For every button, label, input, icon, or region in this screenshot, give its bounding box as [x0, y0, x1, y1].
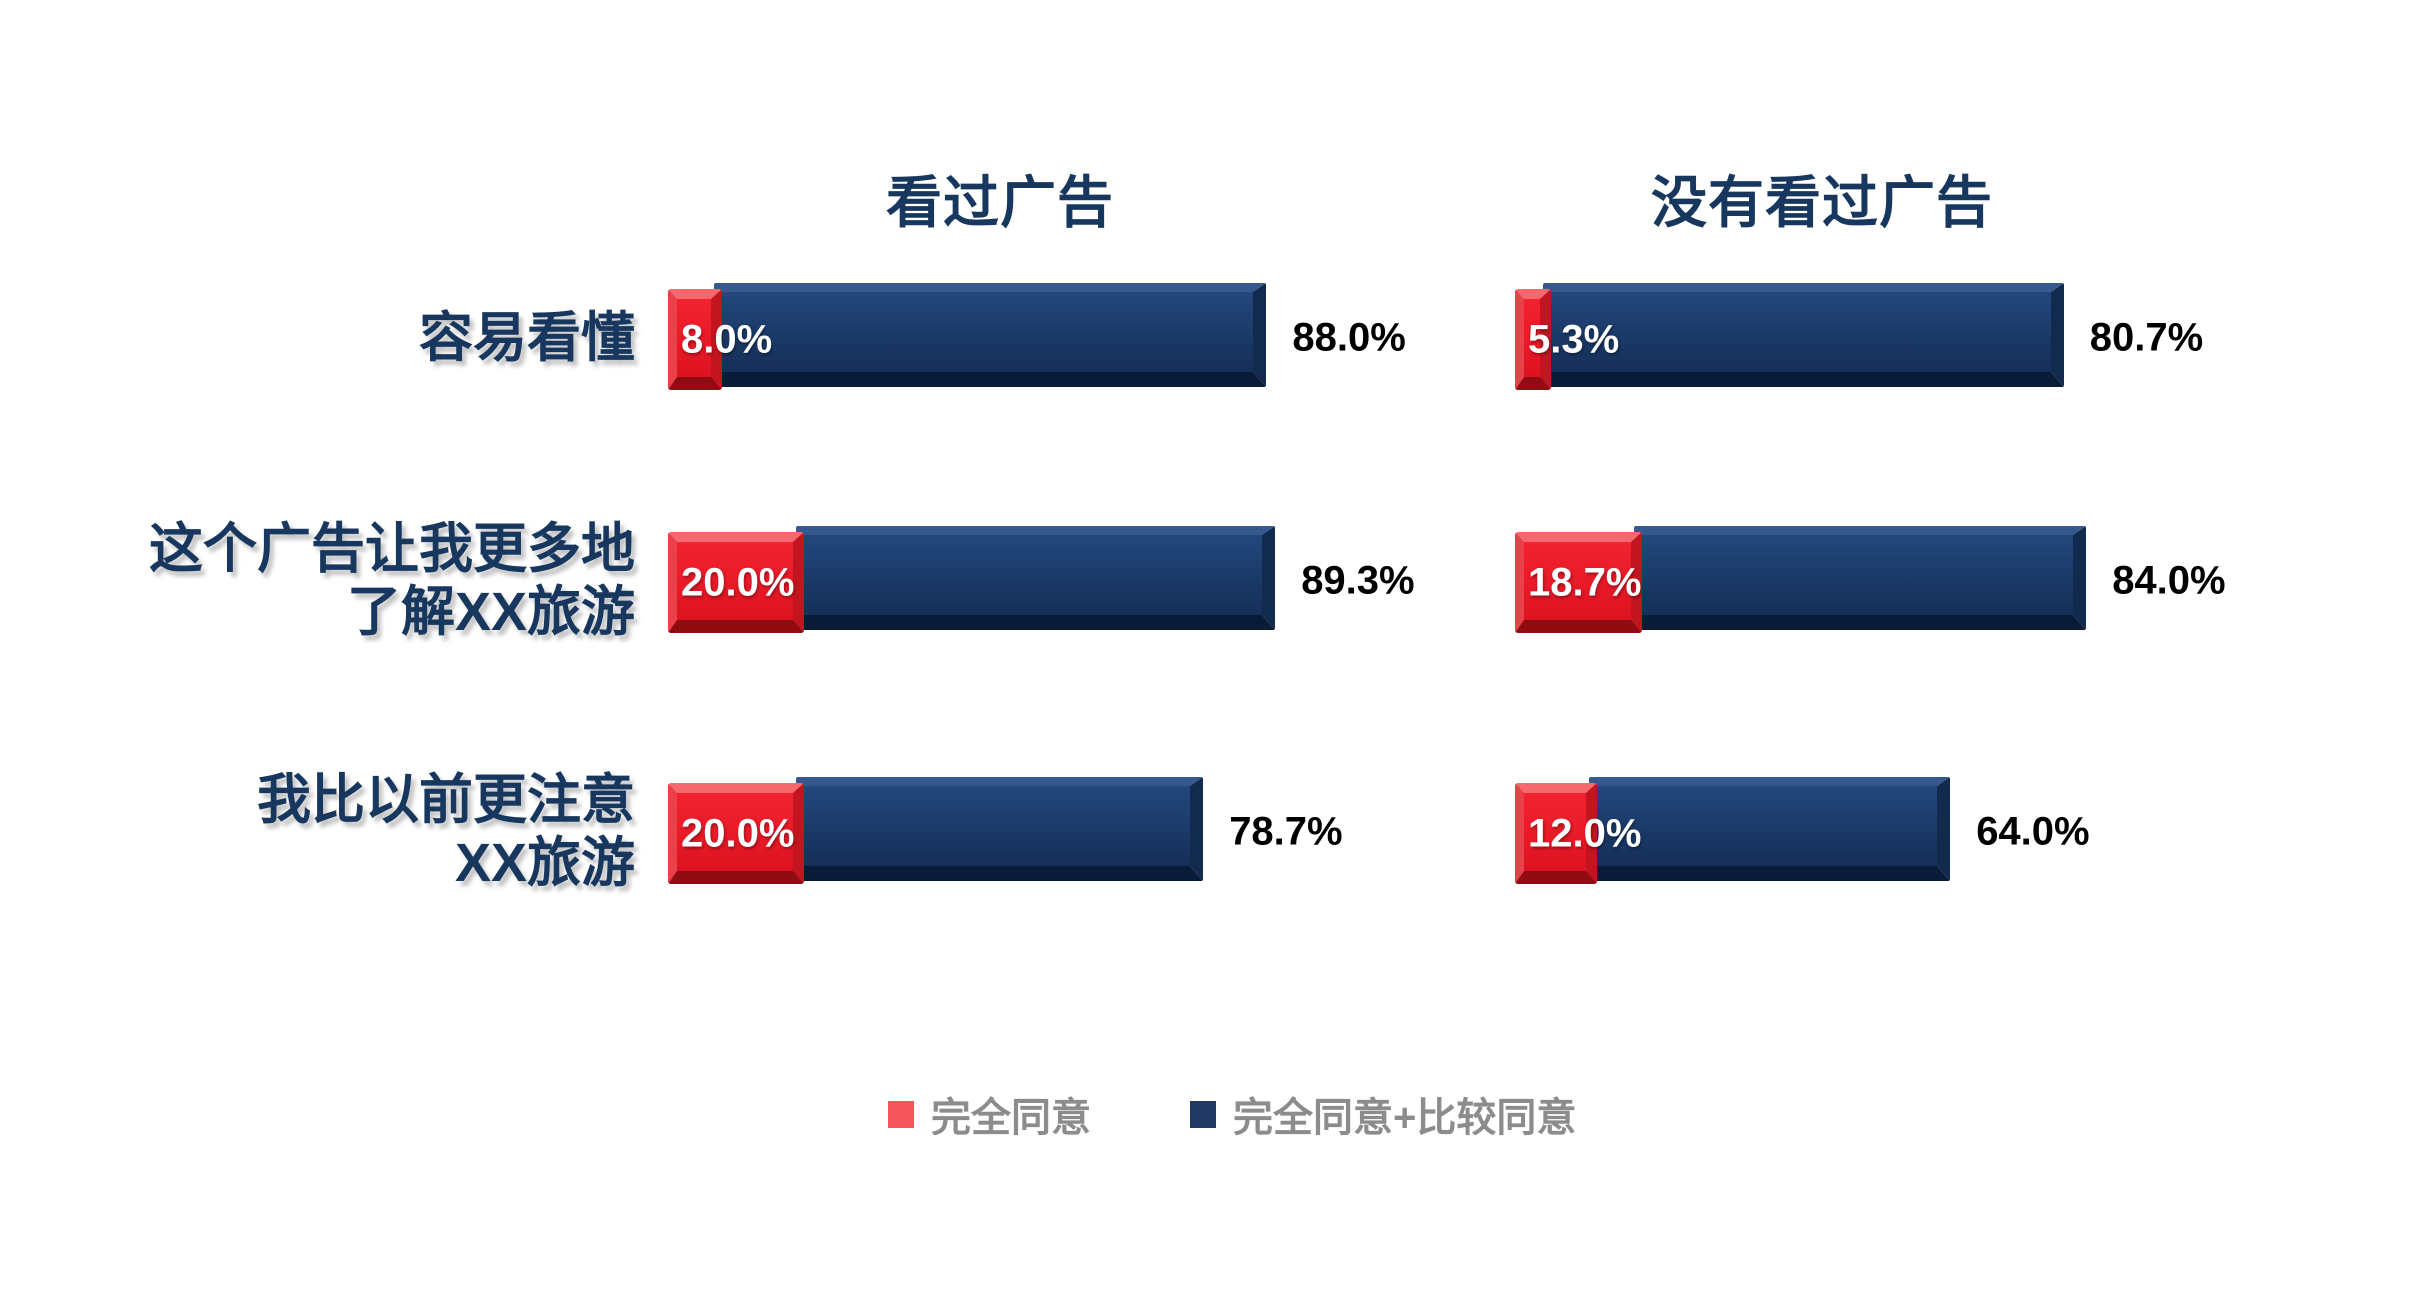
category-label-row-0: 容易看懂 [60, 283, 635, 393]
agree-value-label: 12.0% [1528, 811, 1642, 856]
completely-agree-bar [668, 532, 804, 633]
total-agree-bar [796, 526, 1276, 630]
total-value-label: 78.7% [1229, 809, 1343, 854]
bar-row-seen-2: 20.0% 78.7% [668, 777, 1428, 887]
legend-swatch-red [888, 1100, 914, 1128]
total-value-label: 89.3% [1301, 558, 1415, 603]
agree-value-label: 20.0% [681, 560, 795, 605]
agree-value-label: 18.7% [1528, 560, 1642, 605]
total-agree-bar [1543, 283, 2064, 387]
bar-row-seen-1: 20.0% 89.3% [668, 526, 1428, 636]
total-value-label: 64.0% [1976, 809, 2090, 854]
panel-title-seen-ad: 看过广告 [886, 171, 1114, 234]
legend-item-total-agree: 完全同意+比较同意 [1190, 1092, 1576, 1140]
total-agree-bar [1634, 526, 2087, 630]
panel-title-not-seen-ad: 没有看过广告 [1651, 171, 1993, 234]
category-label-row-1: 这个广告让我更多地 了解XX旅游 [60, 519, 635, 642]
category-label-text: 这个广告让我更多地 了解XX旅游 [149, 519, 635, 642]
bar-row-notseen-0: 5.3% 80.7% [1515, 283, 2275, 393]
category-label-text: 我比以前更注意 XX旅游 [257, 770, 635, 893]
agree-value-label: 5.3% [1528, 317, 1620, 362]
agree-value-label: 8.0% [681, 317, 773, 362]
category-label-row-2: 我比以前更注意 XX旅游 [60, 770, 635, 893]
total-agree-bar [714, 283, 1267, 387]
completely-agree-bar [668, 783, 804, 884]
agree-value-label: 20.0% [681, 811, 795, 856]
bar-row-notseen-2: 12.0% 64.0% [1515, 777, 2275, 887]
total-agree-bar [1588, 777, 1951, 881]
completely-agree-bar [668, 289, 723, 390]
legend-item-completely-agree: 完全同意 [888, 1092, 1091, 1140]
bar-row-notseen-1: 18.7% 84.0% [1515, 526, 2275, 636]
total-agree-bar [796, 777, 1204, 881]
bar-row-seen-0: 8.0% 88.0% [668, 283, 1428, 393]
total-value-label: 84.0% [2112, 558, 2226, 603]
completely-agree-bar [1515, 532, 1643, 633]
completely-agree-bar [1515, 289, 1551, 390]
legend-label: 完全同意 [931, 1096, 1091, 1140]
category-label-text: 容易看懂 [419, 307, 635, 368]
completely-agree-bar [1515, 783, 1597, 884]
legend-label: 完全同意+比较同意 [1233, 1096, 1577, 1140]
total-value-label: 88.0% [1292, 315, 1406, 360]
legend-swatch-navy [1190, 1100, 1216, 1128]
total-value-label: 80.7% [2089, 315, 2204, 360]
